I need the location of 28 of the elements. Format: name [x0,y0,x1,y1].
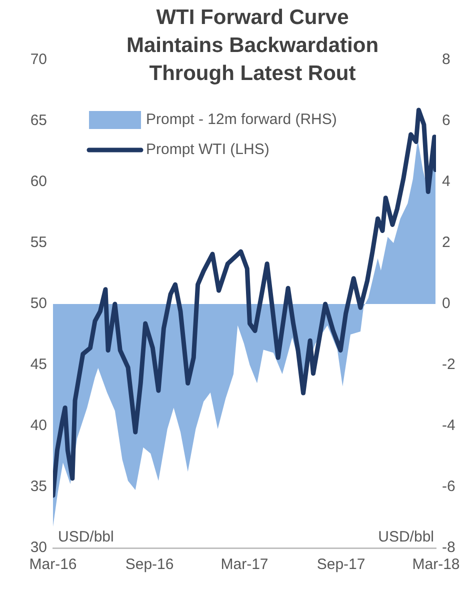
x-tick-label: Mar-16 [29,556,77,574]
x-tick-label: Mar-18 [412,556,460,574]
y2-tick-label: -8 [442,539,456,556]
y-tick-label: 55 [30,234,47,252]
y-tick-label: 60 [30,173,47,190]
y2-tick-label: 4 [442,173,450,190]
y-tick-label: 40 [30,417,47,434]
y-tick-label: 50 [30,295,47,312]
y-tick-label: 65 [30,112,47,130]
y2-axis-title: USD/bbl [378,528,434,546]
y2-tick-label: -6 [442,478,456,496]
y-tick-label: 45 [30,356,47,374]
y2-tick-label: 6 [442,112,450,130]
y2-tick-label: 0 [442,295,450,312]
y-tick-label: 30 [30,539,47,556]
y2-tick-label: -4 [442,417,456,434]
legend-label: Prompt WTI (LHS) [146,141,270,158]
y-tick-label: 35 [30,478,47,496]
y2-tick-label: -2 [442,356,456,374]
chart-title: WTI Forward Curve Maintains Backwardation Through Latest Rout [126,6,379,85]
x-tick-label: Mar-17 [220,556,268,574]
y2-tick-label: 8 [442,51,450,68]
legend-label: Prompt - 12m forward (RHS) [146,111,337,128]
x-tick-label: Sep-16 [125,556,174,574]
y-axis-title: USD/bbl [58,528,114,546]
y2-tick-label: 2 [442,234,450,252]
y-tick-label: 70 [30,51,47,68]
x-tick-label: Sep-17 [316,556,366,574]
